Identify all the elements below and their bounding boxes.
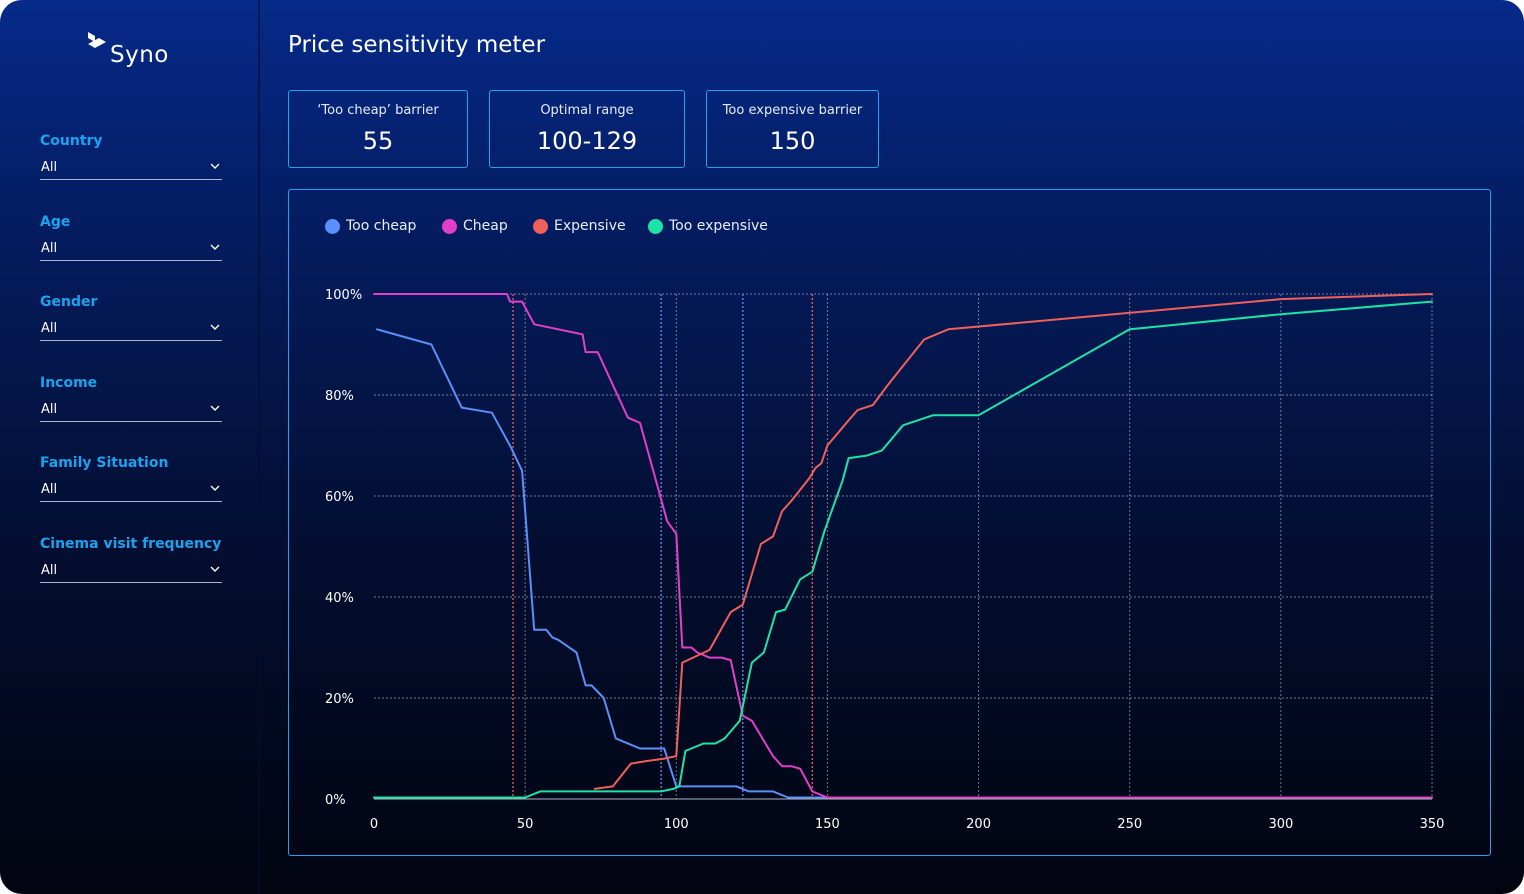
y-tick-label: 100% [325,288,362,303]
y-tick-label: 80% [325,389,354,404]
series-line-cheap [373,293,1433,799]
age-select[interactable]: All [40,240,222,261]
family-situation-select-value: All [41,482,58,497]
kpi-label: Too expensive barrier [722,103,863,118]
gender-select-value: All [41,321,58,336]
kpi-label: Optimal range [540,103,634,118]
page-title: Price sensitivity meter [288,32,546,58]
y-tick-label: 20% [325,692,354,707]
chevron-down-icon [210,485,220,491]
circle-icon [442,219,457,234]
filter-label-income: Income [40,375,98,391]
syno-logo-icon [88,32,106,48]
chevron-down-icon [210,324,220,330]
legend-label: Too cheap [346,218,417,234]
series-line-expensive [593,293,1433,790]
x-tick-label: 250 [1117,817,1142,832]
filter-age: Age All [40,214,222,261]
y-tick-label: 0% [325,793,346,808]
x-tick-label: 0 [370,817,378,832]
chevron-down-icon [210,163,220,169]
filter-country: Country All [40,133,222,180]
filter-label-family-situation: Family Situation [40,455,169,471]
x-tick-label: 150 [815,817,840,832]
x-tick-label: 350 [1420,817,1445,832]
cinema-visit-frequency-select[interactable]: All [40,562,222,583]
filter-income: Income All [40,375,222,422]
income-select-value: All [41,402,58,417]
x-tick-label: 50 [517,817,534,832]
filter-family-situation: Family Situation All [40,455,222,502]
chevron-down-icon [210,405,220,411]
age-select-value: All [41,241,58,256]
cinema-visit-frequency-select-value: All [41,563,58,578]
circle-icon [648,219,663,234]
logo-text: Syno [110,42,169,68]
x-tick-label: 200 [966,817,991,832]
country-select[interactable]: All [40,159,222,180]
kpi-too-cheap-barrier: ‘Too cheap’ barrier 55 [288,90,468,168]
gender-select[interactable]: All [40,320,222,341]
legend-label: Cheap [463,218,508,234]
circle-icon [533,219,548,234]
y-tick-label: 60% [325,490,354,505]
chevron-down-icon [210,566,220,572]
filter-label-cinema-visit-frequency: Cinema visit frequency [40,536,222,552]
x-tick-label: 100 [664,817,689,832]
family-situation-select[interactable]: All [40,481,222,502]
x-tick-label: 300 [1268,817,1293,832]
sidebar: Syno Country All Age All Gender All Inc [0,0,260,894]
series-line-too-expensive [373,300,1433,799]
chevron-down-icon [210,244,220,250]
logo[interactable]: Syno [86,30,186,76]
kpi-label: ‘Too cheap’ barrier [317,103,439,118]
filter-cinema-visit-frequency: Cinema visit frequency All [40,536,222,583]
country-select-value: All [41,160,58,175]
legend-label: Too expensive [669,218,768,234]
kpi-value: 150 [769,127,816,155]
series-line-too-cheap [376,328,1433,799]
circle-icon [325,219,340,234]
filter-label-gender: Gender [40,294,98,310]
chart-panel [288,189,1491,856]
kpi-optimal-range: Optimal range 100-129 [489,90,685,168]
kpi-value: 55 [362,127,394,155]
income-select[interactable]: All [40,401,222,422]
filter-label-age: Age [40,214,71,230]
legend-label: Expensive [554,218,626,234]
filter-label-country: Country [40,133,103,149]
kpi-too-expensive-barrier: Too expensive barrier 150 [706,90,879,168]
kpi-value: 100-129 [536,127,638,155]
y-tick-label: 40% [325,591,354,606]
filter-gender: Gender All [40,294,222,341]
